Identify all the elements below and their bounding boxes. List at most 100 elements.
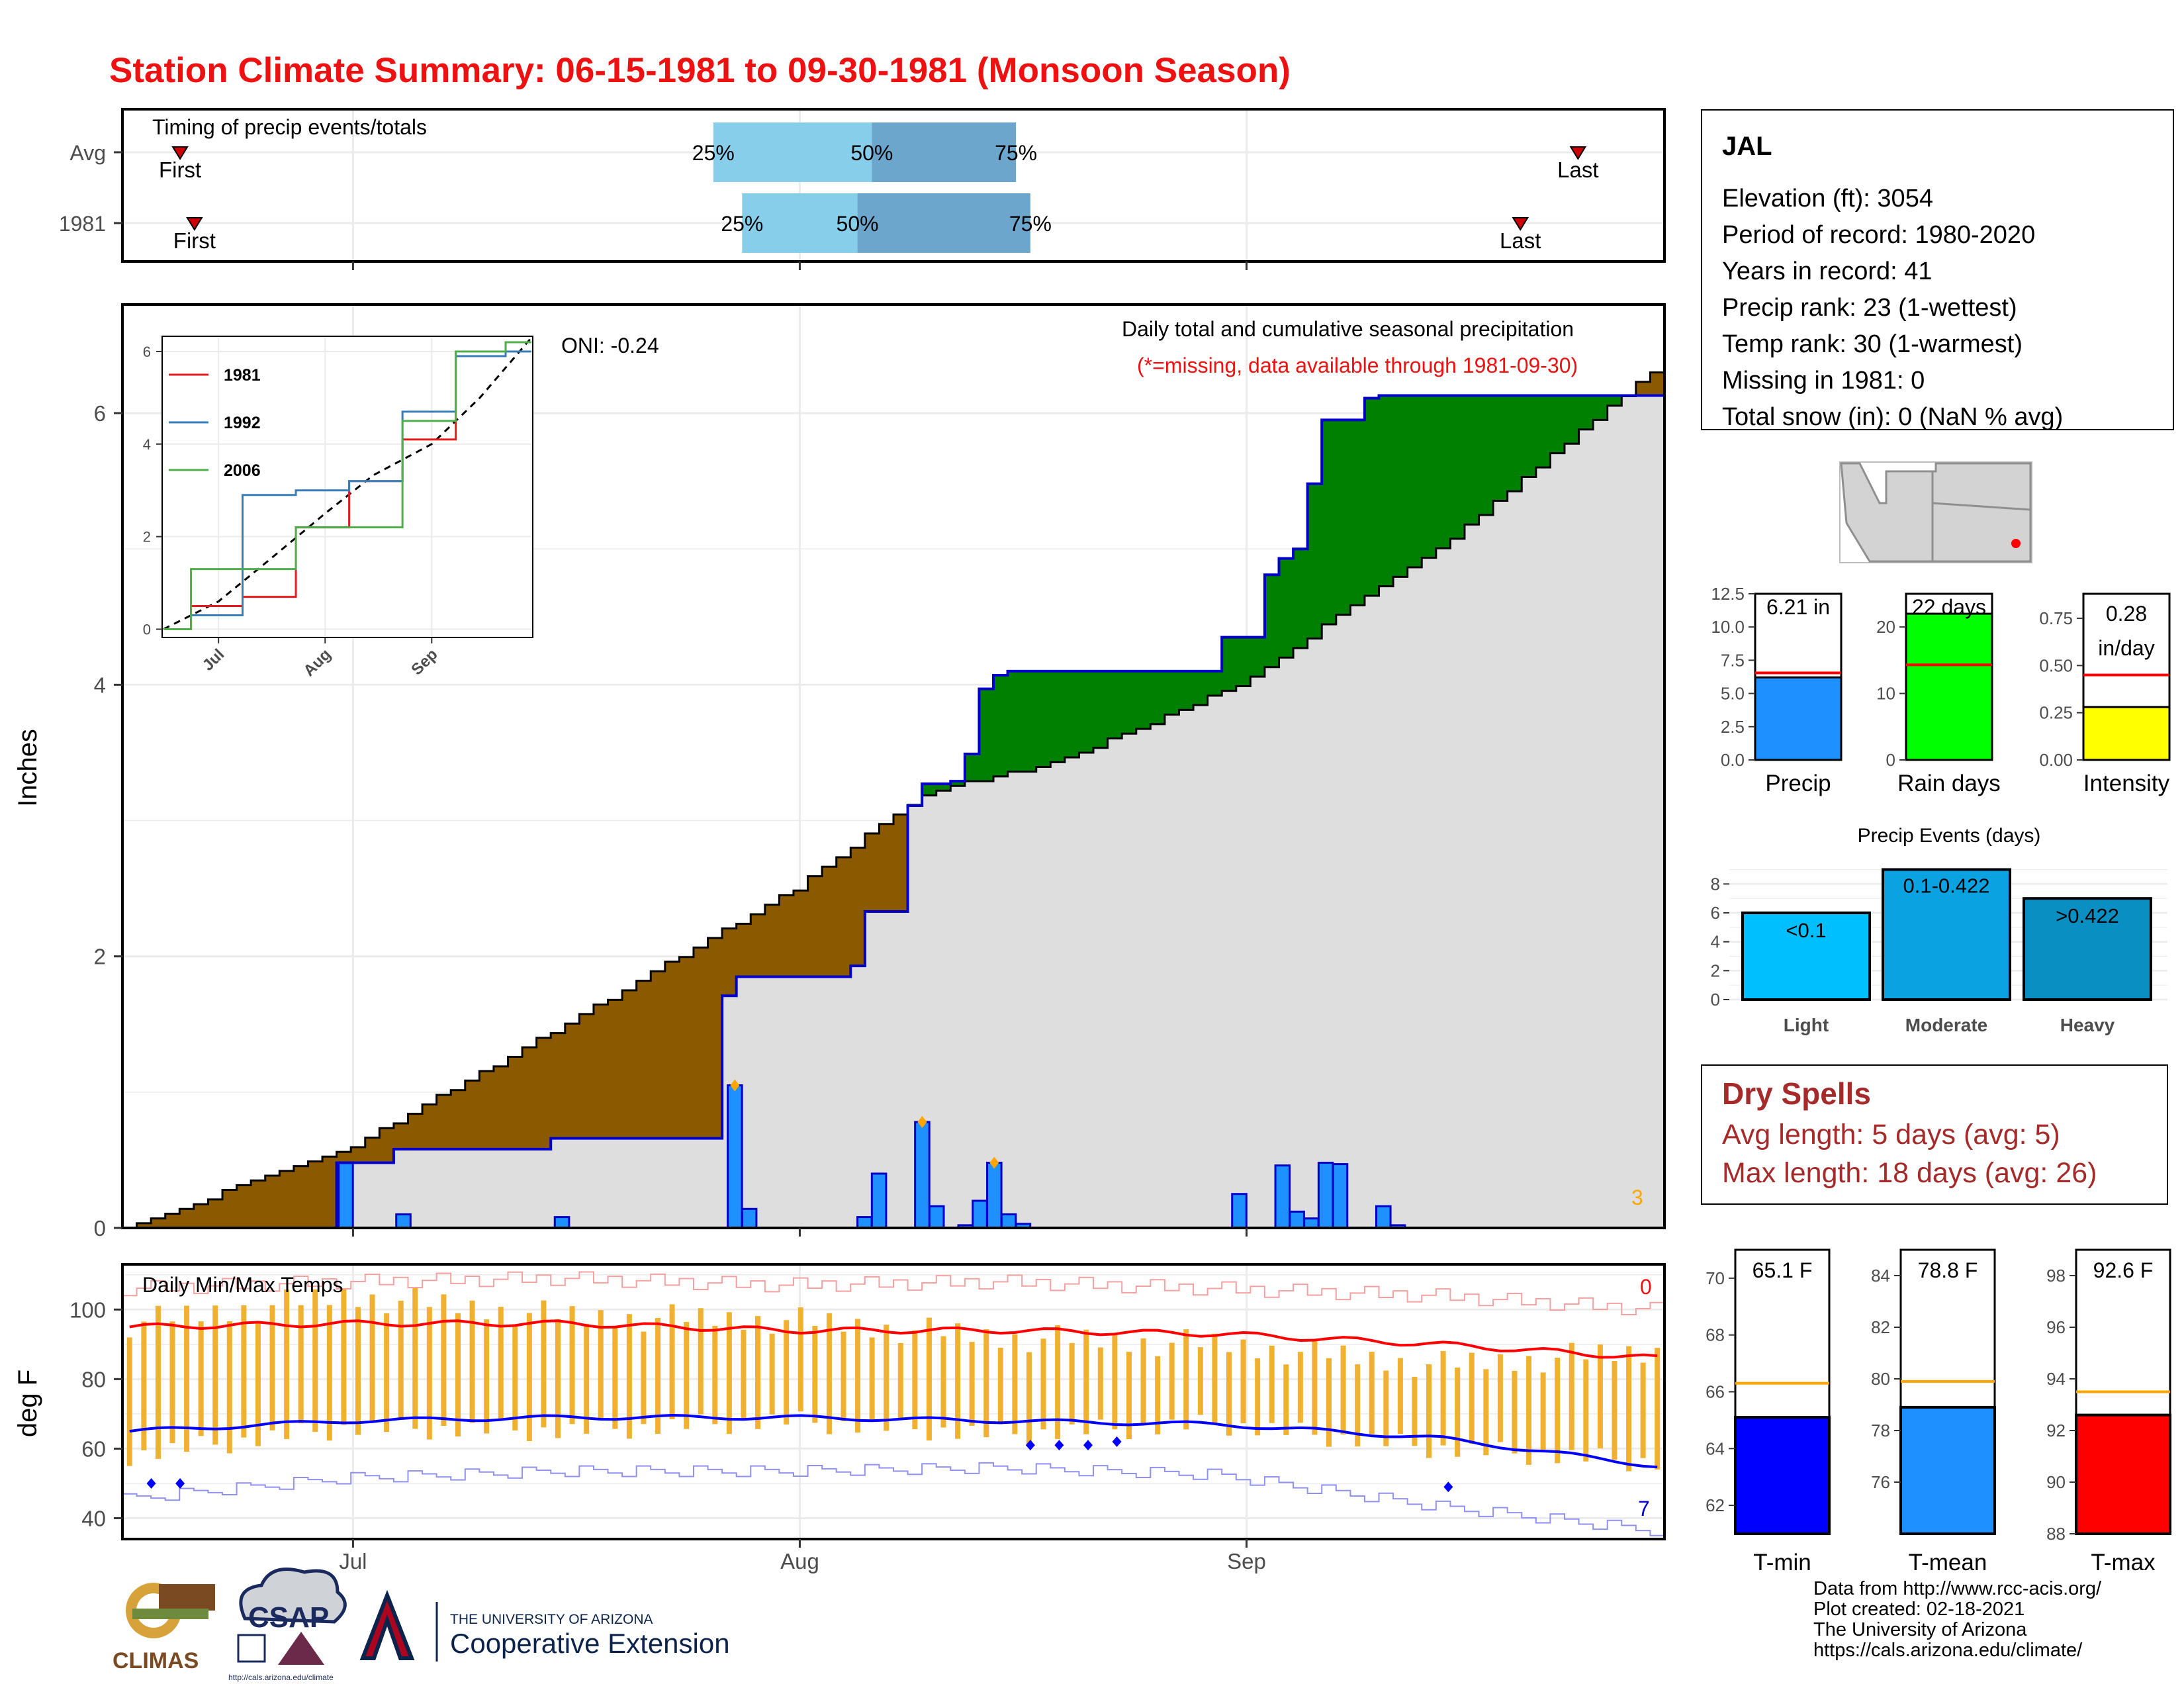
last-event-marker [1569,146,1587,160]
above-average-fill [1593,395,1608,420]
temp-title: Daily Min/Max Temps [142,1273,343,1297]
below-average-fill [864,833,880,912]
below-average-fill [751,914,766,977]
station-temp-rank: Temp rank: 30 (1-warmest) [1722,330,2023,358]
timing-title: Timing of precip events/totals [152,115,427,139]
above-average-fill [1079,671,1094,753]
above-average-fill [936,784,951,791]
below-average-fill [522,1047,537,1150]
below-average-fill [193,1204,209,1228]
daily-max-marker [989,1156,999,1169]
above-average-fill [1222,637,1237,691]
above-average-fill [979,688,994,782]
below-average-fill [651,971,666,1139]
observed-cumulative-line [122,394,1664,1229]
above-average-fill [1293,549,1308,649]
mini-bar-tick: 0.50 [2039,655,2073,675]
daily-precip-bar [856,1216,873,1229]
daily-precip-bar [338,1162,354,1229]
footer-line: The University of Arizona [1813,1619,2027,1640]
events-y-tick: 4 [1711,932,1720,952]
temp-bar-tick: 62 [1706,1495,1725,1515]
below-average-fill [836,857,851,977]
temp-bar-tick: 94 [2046,1369,2066,1389]
inset-series-line [163,350,531,631]
daily-precip-bar [870,1172,887,1229]
below-average-fill [722,928,737,996]
above-average-fill [1164,671,1180,715]
temp-y-tick: 100 [69,1297,106,1322]
below-average-fill [879,823,894,912]
above-average-fill [1435,395,1451,549]
temp-bar-tick: 92 [2046,1421,2066,1440]
above-average-fill [1364,398,1380,596]
oni-value: ONI: -0.24 [561,334,659,357]
precip-events-chart: Precip Events (days) <0.1 Light 0.1-0.422 Mo… [1711,825,2167,1035]
daily-precip-bar [1375,1205,1392,1229]
above-average-fill [1236,637,1251,686]
inset-series-line [163,341,531,631]
temp-bar-value [1734,1416,1831,1536]
temp-bar-tick: 80 [1871,1369,1890,1389]
above-average-fill [1393,395,1408,577]
above-average-fill [1535,395,1551,468]
temp-count-min: 7 [1638,1497,1650,1521]
dry-spells-box: Dry Spells Avg length: 5 days (avg: 5) M… [1701,1064,2168,1205]
above-average-fill [1279,558,1294,658]
above-average-fill [1122,671,1137,734]
above-average-fill [1350,420,1365,606]
below-average-fill [736,923,751,977]
below-average-fill [565,1023,580,1139]
below-average-fill [579,1013,594,1139]
record-low-marker [1112,1436,1122,1447]
last-label: Last [1500,228,1541,253]
timing-bar-50-75 [857,193,1030,253]
below-average-fill [251,1180,266,1228]
baseline-fill [122,395,1664,1229]
above-average-fill [1207,671,1222,696]
footer-credits: Data from http://www.rcc-acis.org/ Plot … [1813,1579,2101,1661]
mini-bar-value [1754,676,1843,761]
climas-text: CLIMAS [113,1648,199,1673]
above-average-fill [1107,671,1122,739]
events-y-tick: 8 [1711,874,1720,894]
record-max-line [122,1271,1664,1316]
below-average-fill [608,1000,623,1139]
below-average-fill [551,1033,566,1139]
temp-bar-tick: 64 [1706,1438,1725,1458]
temp-bar-tick: 88 [2046,1524,2066,1544]
event-bar-label: <0.1 [1786,919,1826,942]
above-average-fill [1150,671,1165,724]
temp-bar-value [2075,1413,2171,1536]
above-average-fill [1093,671,1109,748]
temp-bar-tick: 68 [1706,1325,1725,1345]
mini-bar-tick: 0.00 [2039,750,2073,770]
daily-precip-bar [914,1121,931,1229]
below-average-fill [622,990,637,1139]
below-average-fill [693,947,709,1139]
precip-y-tick: 2 [94,945,106,969]
above-average-fill [964,754,980,782]
event-bar [1741,912,1871,1001]
events-y-tick: 6 [1711,903,1720,923]
temp-x-tick: Aug [780,1549,819,1573]
above-average-fill [1036,671,1051,767]
timing-p75-label: 75% [1009,212,1052,236]
ua-logo: THE UNIVERSITY OF ARIZONA Cooperative Ex… [359,1589,730,1662]
below-average-fill [408,1113,423,1150]
record-low-marker [175,1477,185,1489]
temp-bar-tick: 78 [1871,1421,1890,1440]
event-bar-label: 0.1-0.422 [1903,874,1990,898]
ua-line2: Cooperative Extension [450,1628,730,1659]
above-average-fill [1336,420,1351,615]
temp-y-tick: 80 [81,1367,106,1391]
mini-bar-tick: 20 [1876,617,1895,637]
station-precip-rank: Precip rank: 23 (1-wettest) [1722,294,2017,322]
daily-max-marker [917,1115,927,1128]
below-average-fill [379,1128,394,1163]
precip-y-tick: 0 [94,1216,106,1241]
above-average-fill [1607,395,1622,406]
footer-line: https://cals.arizona.edu/climate/ [1813,1640,2083,1661]
below-average-fill [351,1147,366,1163]
daily-precip-bar [1332,1163,1349,1229]
